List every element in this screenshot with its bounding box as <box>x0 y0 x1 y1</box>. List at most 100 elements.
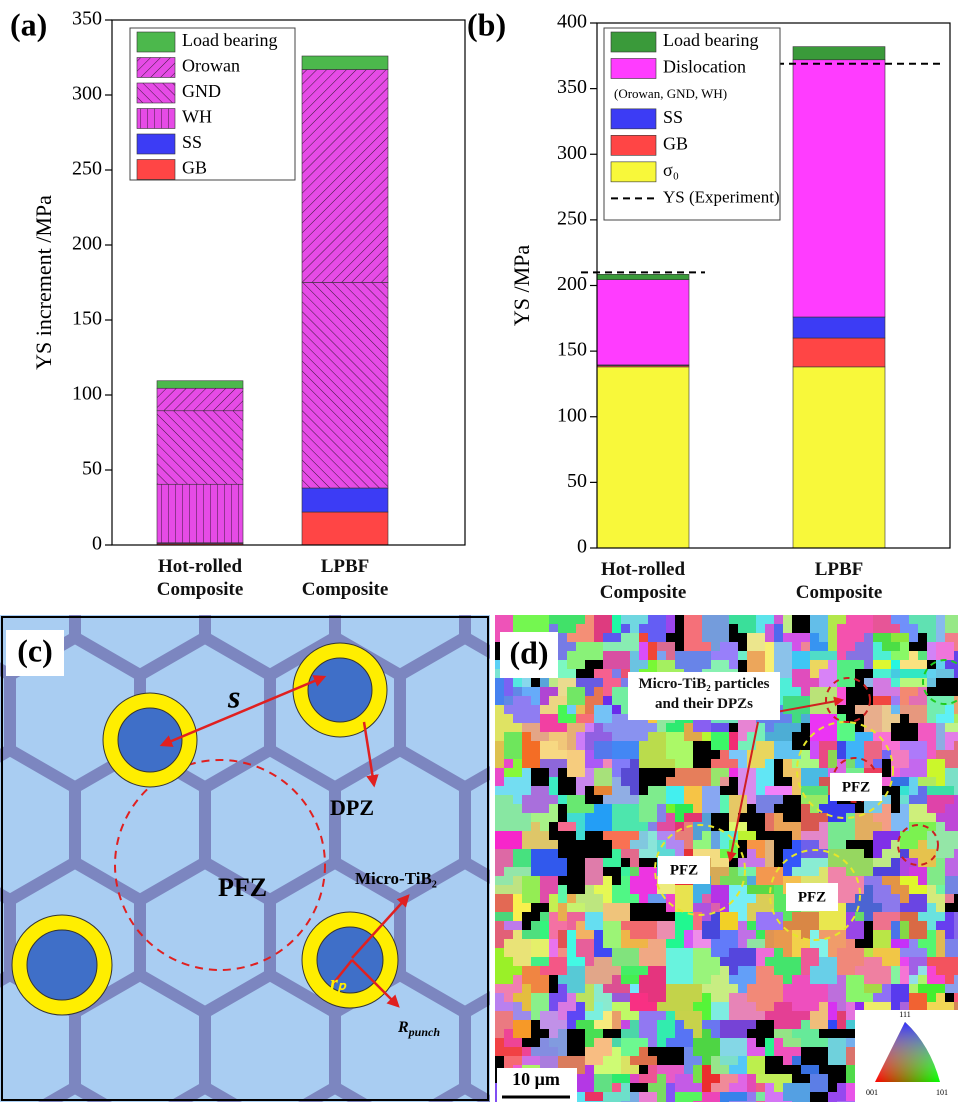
grain-cell <box>837 1002 847 1012</box>
grain-cell <box>873 966 883 976</box>
legend-label: Dislocation <box>663 57 746 77</box>
grain-cell <box>945 984 955 994</box>
grain-cell <box>684 1056 694 1066</box>
grain-cell <box>747 885 757 895</box>
grain-cell <box>765 1056 775 1066</box>
grain-cell <box>909 957 919 967</box>
grain-cell <box>873 903 883 913</box>
y-tick-label: 300 <box>557 142 587 164</box>
grain-cell <box>846 903 856 913</box>
grain-cell <box>639 849 649 859</box>
grain-cell <box>630 1011 640 1021</box>
grain-cell <box>783 867 793 877</box>
grain-cell <box>693 651 703 661</box>
grain-cell <box>549 912 559 922</box>
grain-cell <box>783 948 793 958</box>
grain-cell <box>504 813 514 823</box>
grain-cell <box>819 624 829 634</box>
grain-cell <box>648 993 658 1003</box>
grain-cell <box>945 633 955 643</box>
legend-label: SS <box>663 107 683 127</box>
grain-cell <box>666 750 676 760</box>
grain-cell <box>702 840 712 850</box>
grain-cell <box>540 840 550 850</box>
grain-cell <box>603 768 613 778</box>
grain-cell <box>567 885 577 895</box>
grain-cell <box>693 642 703 652</box>
grain-cell <box>720 1029 730 1039</box>
grain-cell <box>774 813 784 823</box>
grain-cell <box>522 705 532 715</box>
grain-cell <box>567 849 577 859</box>
grain-cell <box>945 705 955 715</box>
grain-cell <box>558 768 568 778</box>
grain-cell <box>549 678 559 688</box>
grain-cell <box>657 615 667 625</box>
grain-cell <box>720 840 730 850</box>
grain-cell <box>684 921 694 931</box>
grain-cell <box>747 795 757 805</box>
grain-cell <box>630 912 640 922</box>
grain-cell <box>837 1074 847 1084</box>
grain-cell <box>567 1002 577 1012</box>
grain-cell <box>513 732 523 742</box>
grain-cell <box>837 822 847 832</box>
grain-cell <box>810 1002 820 1012</box>
grain-cell <box>702 939 712 949</box>
grain-cell <box>630 651 640 661</box>
grain-cell <box>819 840 829 850</box>
grain-cell <box>837 1092 847 1102</box>
grain-cell <box>936 867 946 877</box>
grain-cell <box>927 957 937 967</box>
grain-cell <box>621 624 631 634</box>
grain-cell <box>603 795 613 805</box>
grain-cell <box>855 948 865 958</box>
grain-cell <box>684 723 694 733</box>
grain-cell <box>774 966 784 976</box>
grain-cell <box>621 930 631 940</box>
grain-cell <box>954 651 958 661</box>
grain-cell <box>648 1083 658 1093</box>
grain-cell <box>720 912 730 922</box>
grain-cell <box>648 912 658 922</box>
grain-cell <box>630 921 640 931</box>
grain-cell <box>828 831 838 841</box>
grain-cell <box>612 714 622 724</box>
grain-cell <box>531 912 541 922</box>
grain-cell <box>612 957 622 967</box>
grain-cell <box>513 777 523 787</box>
grain-cell <box>828 624 838 634</box>
grain-cell <box>657 732 667 742</box>
grain-cell <box>864 822 874 832</box>
grain-cell <box>756 804 766 814</box>
grain-cell <box>495 858 505 868</box>
grain-cell <box>873 840 883 850</box>
grain-cell <box>594 696 604 706</box>
grain-cell <box>585 948 595 958</box>
grain-cell <box>918 732 928 742</box>
grain-cell <box>918 912 928 922</box>
grain-cell <box>621 1020 631 1030</box>
grain-cell <box>558 669 568 679</box>
grain-cell <box>675 786 685 796</box>
grain-cell <box>657 795 667 805</box>
grain-cell <box>639 894 649 904</box>
grain-cell <box>720 921 730 931</box>
grain-cell <box>621 732 631 742</box>
grain-cell <box>639 768 649 778</box>
grain-cell <box>702 813 712 823</box>
grain-cell <box>630 867 640 877</box>
grain-cell <box>918 894 928 904</box>
grain-cell <box>621 813 631 823</box>
grain-cell <box>567 1029 577 1039</box>
grain-cell <box>756 1038 766 1048</box>
legend-swatch <box>611 162 656 182</box>
grain-cell <box>720 939 730 949</box>
grain-cell <box>693 615 703 625</box>
y-tick-label: 200 <box>557 273 587 295</box>
grain-cell <box>774 993 784 1003</box>
grain-cell <box>837 876 847 886</box>
grain-cell <box>927 768 937 778</box>
grain-cell <box>828 1002 838 1012</box>
grain-cell <box>702 930 712 940</box>
